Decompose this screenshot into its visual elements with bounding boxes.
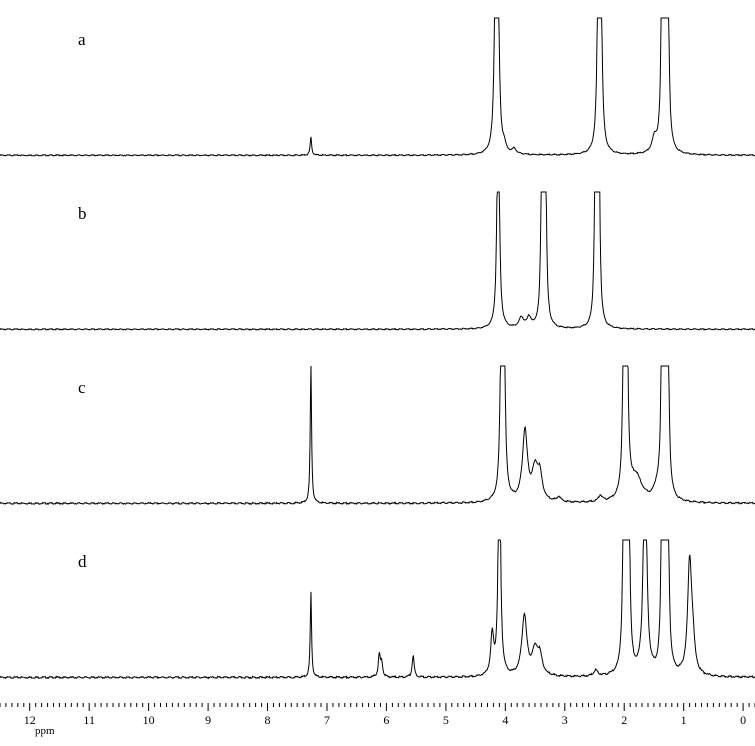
trace-b: [0, 192, 755, 330]
x-axis: 1211109876543210 ppm: [0, 703, 755, 741]
spectrum-panel-b: b: [0, 174, 755, 348]
trace-a: [0, 18, 755, 156]
spectrum-panel-c: c: [0, 348, 755, 522]
spectrum-a: [0, 0, 755, 174]
xtick-label: 1: [681, 713, 687, 728]
trace-d: [0, 540, 755, 678]
spectrum-d: [0, 522, 755, 696]
xtick-label: 10: [143, 713, 155, 728]
panel-label-c: c: [78, 378, 86, 398]
xtick-label: 5: [443, 713, 449, 728]
nmr-figure: abcd 1211109876543210 ppm: [0, 0, 755, 741]
spectrum-panel-a: a: [0, 0, 755, 174]
xtick-label: 2: [621, 713, 627, 728]
panel-label-a: a: [78, 30, 86, 50]
spectrum-panel-d: d: [0, 522, 755, 696]
xtick-label: 3: [562, 713, 568, 728]
x-axis-ticks: [0, 703, 755, 741]
xtick-label: 11: [83, 713, 95, 728]
spectrum-b: [0, 174, 755, 348]
x-axis-title: ppm: [35, 725, 55, 737]
xtick-label: 9: [205, 713, 211, 728]
xtick-label: 6: [383, 713, 389, 728]
trace-c: [0, 366, 755, 504]
xtick-label: 7: [324, 713, 330, 728]
panel-label-b: b: [78, 204, 87, 224]
xtick-label: 12: [24, 713, 36, 728]
xtick-label: 4: [502, 713, 508, 728]
spectrum-c: [0, 348, 755, 522]
panels-container: a b c d: [0, 0, 755, 696]
xtick-label: 0: [740, 713, 746, 728]
x-ticks: [0, 703, 755, 711]
panel-label-d: d: [78, 552, 87, 572]
xtick-label: 8: [265, 713, 271, 728]
